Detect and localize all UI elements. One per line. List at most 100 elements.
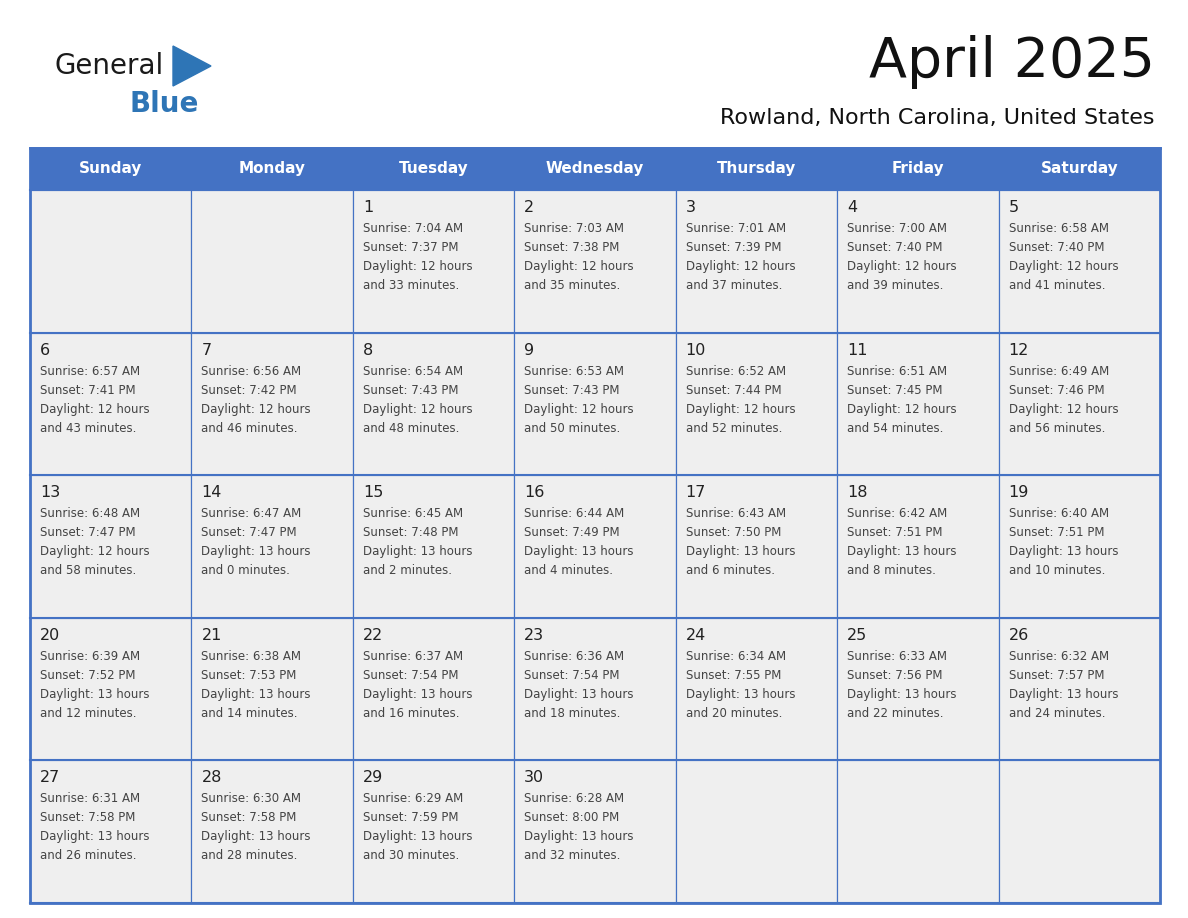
Text: Sunrise: 6:34 AM
Sunset: 7:55 PM
Daylight: 13 hours
and 20 minutes.: Sunrise: 6:34 AM Sunset: 7:55 PM Dayligh…: [685, 650, 795, 720]
Bar: [30, 190, 191, 332]
Bar: [999, 618, 1159, 760]
Text: Tuesday: Tuesday: [399, 162, 468, 176]
Text: Sunrise: 7:04 AM
Sunset: 7:37 PM
Daylight: 12 hours
and 33 minutes.: Sunrise: 7:04 AM Sunset: 7:37 PM Dayligh…: [362, 222, 473, 292]
Bar: [30, 618, 191, 760]
Text: Sunrise: 6:45 AM
Sunset: 7:48 PM
Daylight: 13 hours
and 2 minutes.: Sunrise: 6:45 AM Sunset: 7:48 PM Dayligh…: [362, 508, 473, 577]
Bar: [30, 148, 1159, 903]
Bar: [838, 760, 999, 903]
Text: 28: 28: [202, 770, 222, 786]
Text: Sunrise: 6:30 AM
Sunset: 7:58 PM
Daylight: 13 hours
and 28 minutes.: Sunrise: 6:30 AM Sunset: 7:58 PM Dayligh…: [202, 792, 311, 862]
Bar: [191, 190, 353, 332]
Text: 12: 12: [1009, 342, 1029, 358]
Text: Sunrise: 6:56 AM
Sunset: 7:42 PM
Daylight: 12 hours
and 46 minutes.: Sunrise: 6:56 AM Sunset: 7:42 PM Dayligh…: [202, 364, 311, 434]
Text: Sunrise: 6:39 AM
Sunset: 7:52 PM
Daylight: 13 hours
and 12 minutes.: Sunrise: 6:39 AM Sunset: 7:52 PM Dayligh…: [40, 650, 150, 720]
Text: 19: 19: [1009, 486, 1029, 500]
Text: Sunrise: 6:54 AM
Sunset: 7:43 PM
Daylight: 12 hours
and 48 minutes.: Sunrise: 6:54 AM Sunset: 7:43 PM Dayligh…: [362, 364, 473, 434]
Text: 14: 14: [202, 486, 222, 500]
Text: Sunrise: 6:37 AM
Sunset: 7:54 PM
Daylight: 13 hours
and 16 minutes.: Sunrise: 6:37 AM Sunset: 7:54 PM Dayligh…: [362, 650, 473, 720]
Text: Sunrise: 6:52 AM
Sunset: 7:44 PM
Daylight: 12 hours
and 52 minutes.: Sunrise: 6:52 AM Sunset: 7:44 PM Dayligh…: [685, 364, 795, 434]
Text: 3: 3: [685, 200, 696, 215]
Text: Sunday: Sunday: [80, 162, 143, 176]
Bar: [514, 190, 676, 332]
Text: 13: 13: [40, 486, 61, 500]
Bar: [838, 190, 999, 332]
Bar: [353, 190, 514, 332]
Text: Thursday: Thursday: [716, 162, 796, 176]
Text: 10: 10: [685, 342, 706, 358]
Text: Sunrise: 6:29 AM
Sunset: 7:59 PM
Daylight: 13 hours
and 30 minutes.: Sunrise: 6:29 AM Sunset: 7:59 PM Dayligh…: [362, 792, 473, 862]
Text: Sunrise: 6:49 AM
Sunset: 7:46 PM
Daylight: 12 hours
and 56 minutes.: Sunrise: 6:49 AM Sunset: 7:46 PM Dayligh…: [1009, 364, 1118, 434]
Text: Sunrise: 6:28 AM
Sunset: 8:00 PM
Daylight: 13 hours
and 32 minutes.: Sunrise: 6:28 AM Sunset: 8:00 PM Dayligh…: [524, 792, 633, 862]
Bar: [353, 148, 514, 190]
Text: 21: 21: [202, 628, 222, 643]
Text: Sunrise: 6:38 AM
Sunset: 7:53 PM
Daylight: 13 hours
and 14 minutes.: Sunrise: 6:38 AM Sunset: 7:53 PM Dayligh…: [202, 650, 311, 720]
Text: Sunrise: 6:31 AM
Sunset: 7:58 PM
Daylight: 13 hours
and 26 minutes.: Sunrise: 6:31 AM Sunset: 7:58 PM Dayligh…: [40, 792, 150, 862]
Bar: [353, 760, 514, 903]
Bar: [838, 618, 999, 760]
Text: Sunrise: 7:00 AM
Sunset: 7:40 PM
Daylight: 12 hours
and 39 minutes.: Sunrise: 7:00 AM Sunset: 7:40 PM Dayligh…: [847, 222, 956, 292]
Bar: [999, 190, 1159, 332]
Text: 6: 6: [40, 342, 50, 358]
Bar: [676, 760, 838, 903]
Text: Wednesday: Wednesday: [545, 162, 644, 176]
Text: Friday: Friday: [891, 162, 944, 176]
Bar: [353, 476, 514, 618]
Text: 1: 1: [362, 200, 373, 215]
Text: Sunrise: 6:47 AM
Sunset: 7:47 PM
Daylight: 13 hours
and 0 minutes.: Sunrise: 6:47 AM Sunset: 7:47 PM Dayligh…: [202, 508, 311, 577]
Text: 15: 15: [362, 486, 384, 500]
Bar: [514, 148, 676, 190]
Text: 7: 7: [202, 342, 211, 358]
Text: 17: 17: [685, 486, 706, 500]
Text: Blue: Blue: [129, 90, 200, 118]
Bar: [353, 618, 514, 760]
Bar: [191, 476, 353, 618]
Text: 27: 27: [40, 770, 61, 786]
Bar: [676, 148, 838, 190]
Bar: [999, 332, 1159, 476]
Text: Sunrise: 6:57 AM
Sunset: 7:41 PM
Daylight: 12 hours
and 43 minutes.: Sunrise: 6:57 AM Sunset: 7:41 PM Dayligh…: [40, 364, 150, 434]
Text: Sunrise: 6:48 AM
Sunset: 7:47 PM
Daylight: 12 hours
and 58 minutes.: Sunrise: 6:48 AM Sunset: 7:47 PM Dayligh…: [40, 508, 150, 577]
Bar: [191, 332, 353, 476]
Text: 8: 8: [362, 342, 373, 358]
Text: 5: 5: [1009, 200, 1018, 215]
Bar: [676, 618, 838, 760]
Text: 25: 25: [847, 628, 867, 643]
Text: Sunrise: 6:51 AM
Sunset: 7:45 PM
Daylight: 12 hours
and 54 minutes.: Sunrise: 6:51 AM Sunset: 7:45 PM Dayligh…: [847, 364, 956, 434]
Text: Sunrise: 6:44 AM
Sunset: 7:49 PM
Daylight: 13 hours
and 4 minutes.: Sunrise: 6:44 AM Sunset: 7:49 PM Dayligh…: [524, 508, 633, 577]
Bar: [514, 618, 676, 760]
Bar: [30, 476, 191, 618]
Text: Sunrise: 6:32 AM
Sunset: 7:57 PM
Daylight: 13 hours
and 24 minutes.: Sunrise: 6:32 AM Sunset: 7:57 PM Dayligh…: [1009, 650, 1118, 720]
Text: Sunrise: 6:36 AM
Sunset: 7:54 PM
Daylight: 13 hours
and 18 minutes.: Sunrise: 6:36 AM Sunset: 7:54 PM Dayligh…: [524, 650, 633, 720]
Text: Sunrise: 6:42 AM
Sunset: 7:51 PM
Daylight: 13 hours
and 8 minutes.: Sunrise: 6:42 AM Sunset: 7:51 PM Dayligh…: [847, 508, 956, 577]
Polygon shape: [173, 46, 211, 86]
Text: 29: 29: [362, 770, 383, 786]
Bar: [30, 332, 191, 476]
Text: 9: 9: [524, 342, 535, 358]
Bar: [999, 760, 1159, 903]
Bar: [353, 332, 514, 476]
Text: 20: 20: [40, 628, 61, 643]
Text: Sunrise: 7:03 AM
Sunset: 7:38 PM
Daylight: 12 hours
and 35 minutes.: Sunrise: 7:03 AM Sunset: 7:38 PM Dayligh…: [524, 222, 634, 292]
Text: April 2025: April 2025: [868, 35, 1155, 89]
Text: Sunrise: 7:01 AM
Sunset: 7:39 PM
Daylight: 12 hours
and 37 minutes.: Sunrise: 7:01 AM Sunset: 7:39 PM Dayligh…: [685, 222, 795, 292]
Text: 22: 22: [362, 628, 383, 643]
Bar: [676, 476, 838, 618]
Bar: [676, 332, 838, 476]
Text: Sunrise: 6:33 AM
Sunset: 7:56 PM
Daylight: 13 hours
and 22 minutes.: Sunrise: 6:33 AM Sunset: 7:56 PM Dayligh…: [847, 650, 956, 720]
Text: 23: 23: [524, 628, 544, 643]
Text: 24: 24: [685, 628, 706, 643]
Text: Sunrise: 6:58 AM
Sunset: 7:40 PM
Daylight: 12 hours
and 41 minutes.: Sunrise: 6:58 AM Sunset: 7:40 PM Dayligh…: [1009, 222, 1118, 292]
Bar: [838, 476, 999, 618]
Text: Sunrise: 6:43 AM
Sunset: 7:50 PM
Daylight: 13 hours
and 6 minutes.: Sunrise: 6:43 AM Sunset: 7:50 PM Dayligh…: [685, 508, 795, 577]
Bar: [514, 760, 676, 903]
Bar: [999, 476, 1159, 618]
Bar: [514, 476, 676, 618]
Text: 2: 2: [524, 200, 535, 215]
Bar: [191, 618, 353, 760]
Text: Sunrise: 6:40 AM
Sunset: 7:51 PM
Daylight: 13 hours
and 10 minutes.: Sunrise: 6:40 AM Sunset: 7:51 PM Dayligh…: [1009, 508, 1118, 577]
Bar: [30, 760, 191, 903]
Text: 16: 16: [524, 486, 544, 500]
Text: Monday: Monday: [239, 162, 305, 176]
Bar: [999, 148, 1159, 190]
Text: 18: 18: [847, 486, 867, 500]
